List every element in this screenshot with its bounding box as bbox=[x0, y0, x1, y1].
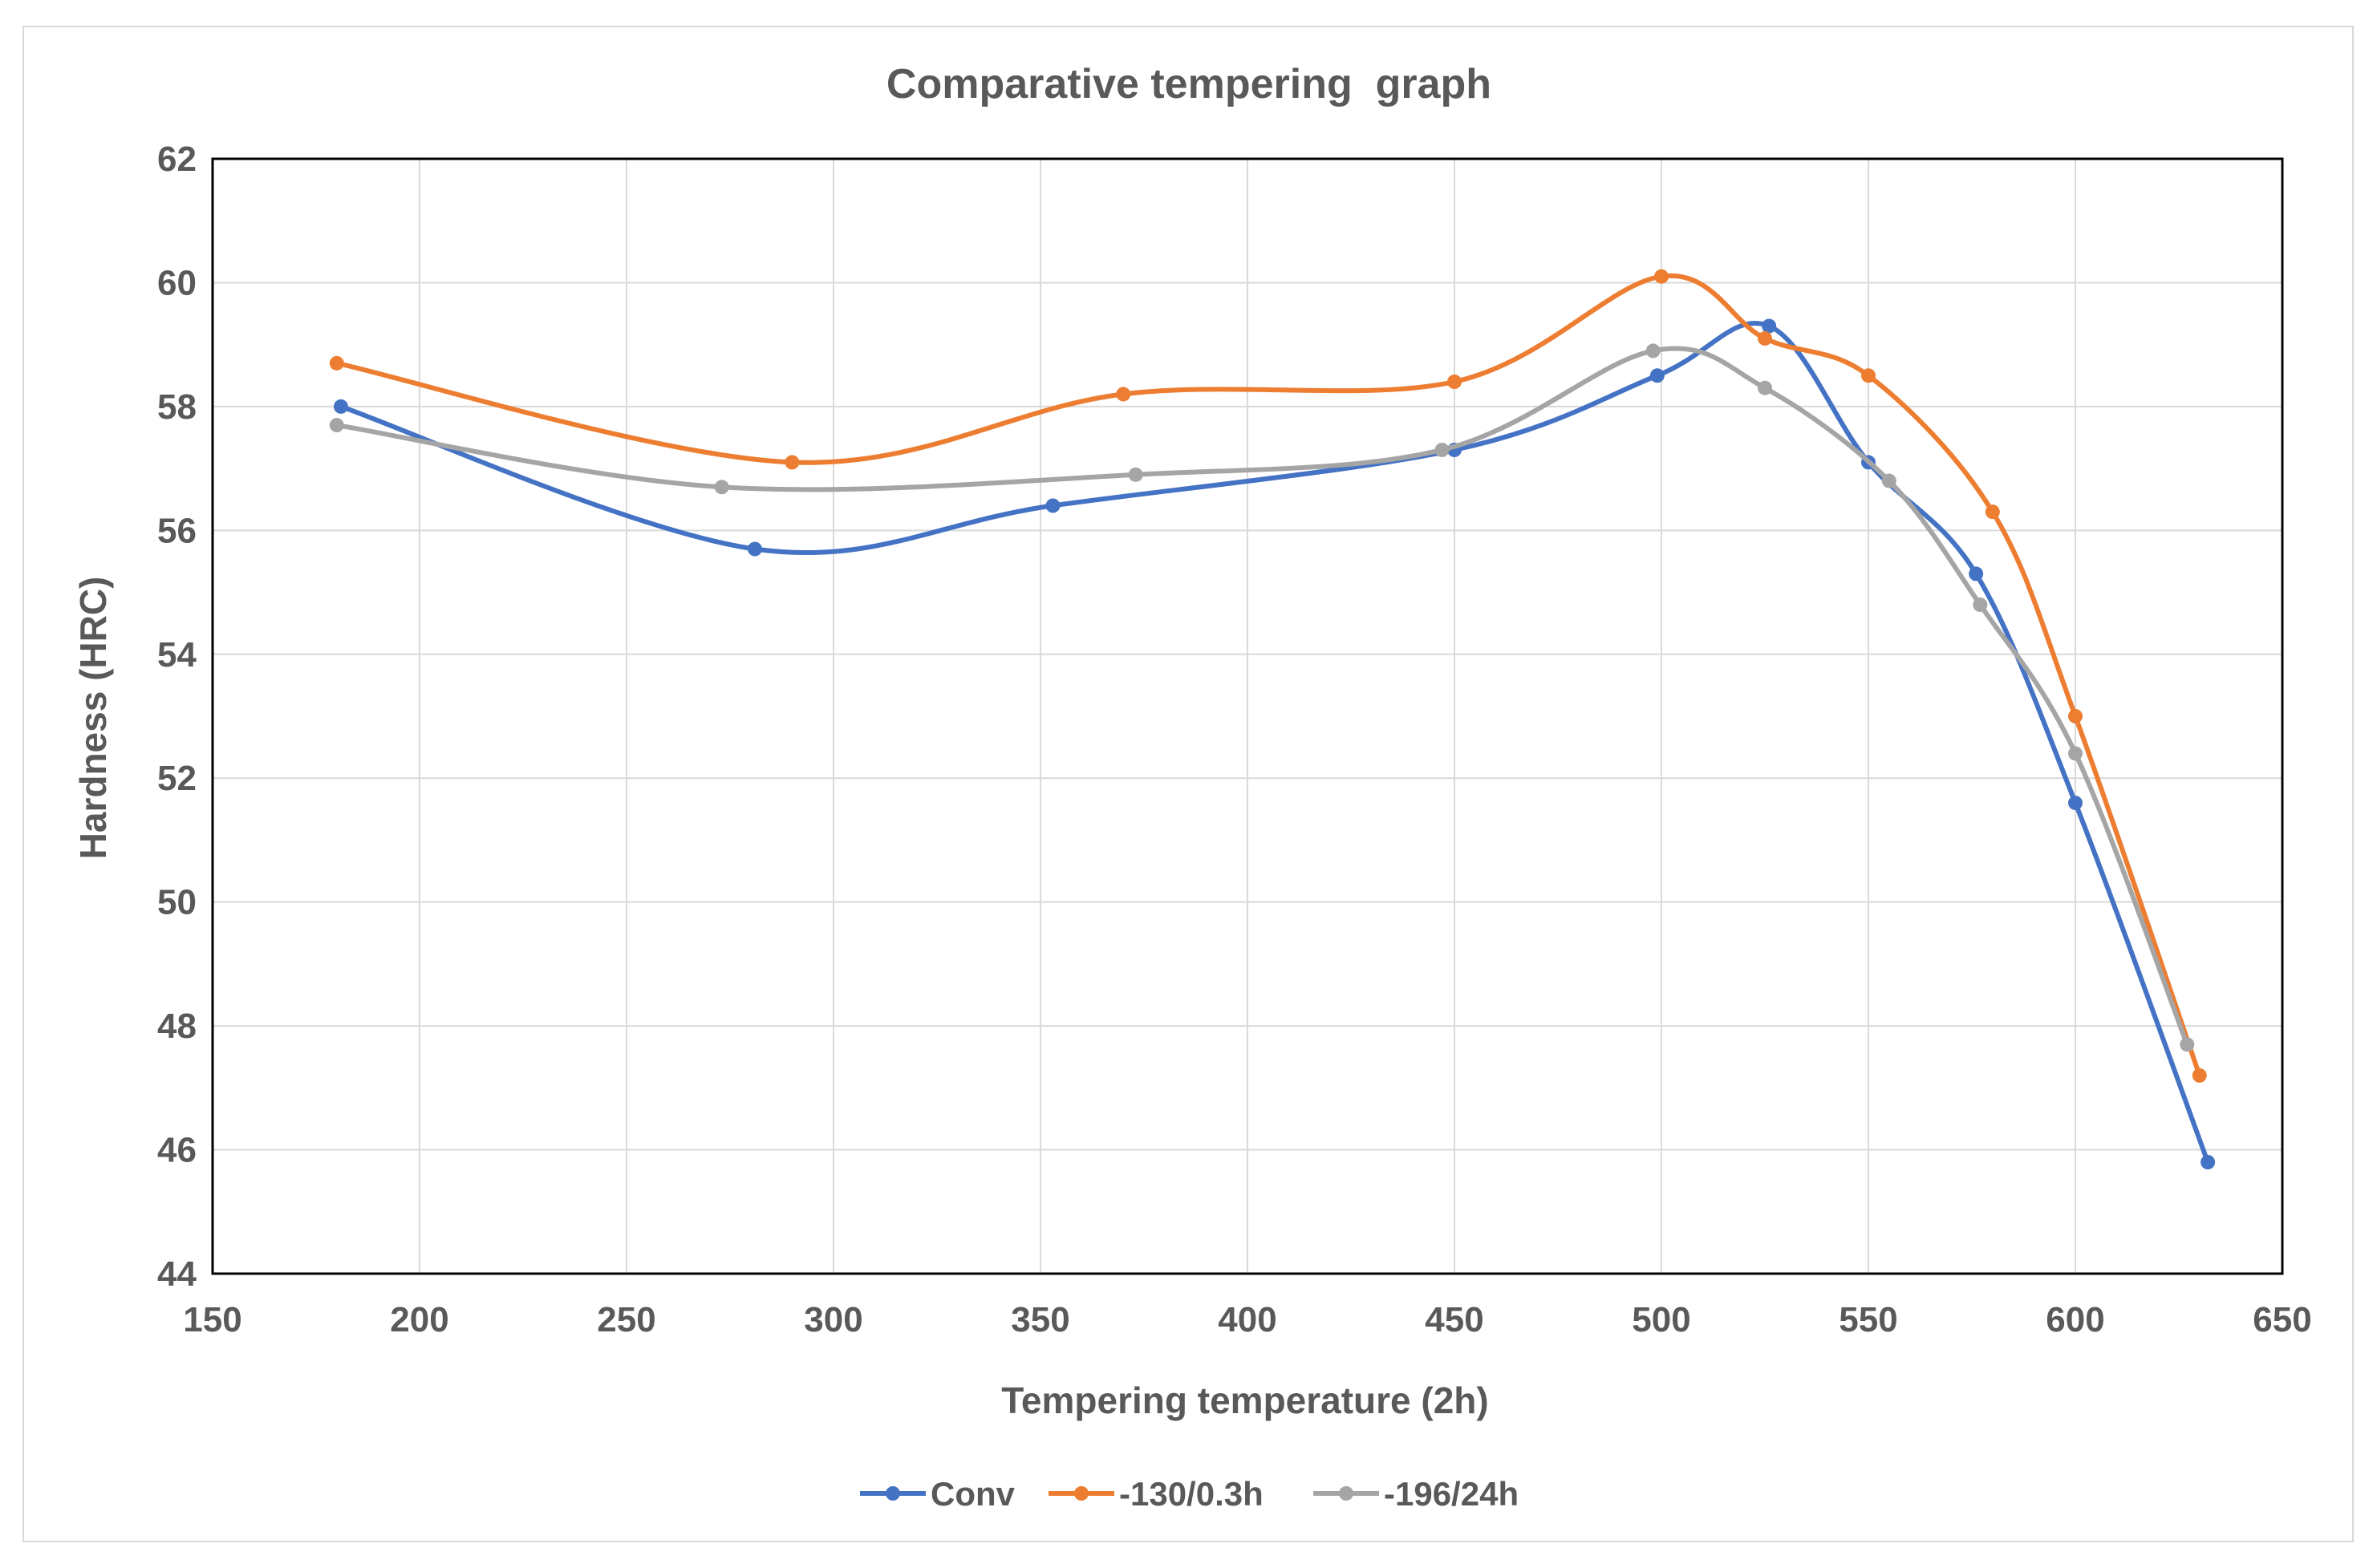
series-line-130-0-3h bbox=[334, 273, 2202, 1078]
data-point bbox=[2068, 796, 2083, 811]
plot-area bbox=[211, 157, 2284, 1275]
data-point bbox=[1645, 343, 1661, 359]
data-point bbox=[1116, 387, 1131, 402]
y-tick-labels: 44 46 48 50 52 54 56 58 60 62 bbox=[157, 140, 197, 1294]
x-axis-title: Tempering temperature (2h) bbox=[1001, 1380, 1488, 1421]
x-tick-label: 500 bbox=[1632, 1300, 1690, 1339]
data-point bbox=[1758, 330, 1772, 346]
chart-frame bbox=[22, 26, 2354, 1542]
series-130-0-3h bbox=[329, 269, 2207, 1083]
x-tick-label: 300 bbox=[804, 1300, 862, 1339]
y-axis-title: Hardness (HRC) bbox=[72, 577, 114, 860]
data-point bbox=[2180, 1037, 2195, 1052]
y-tick-label: 48 bbox=[157, 1007, 197, 1046]
data-point bbox=[1654, 269, 1669, 284]
x-tick-label: 450 bbox=[1425, 1300, 1483, 1339]
data-point bbox=[2201, 1155, 2216, 1169]
data-point bbox=[1758, 380, 1772, 395]
series-line-196-24h bbox=[334, 346, 2190, 1047]
legend-item-conv[interactable]: Conv bbox=[860, 1475, 1016, 1513]
data-point bbox=[329, 355, 344, 371]
x-tick-label: 250 bbox=[597, 1300, 655, 1339]
y-tick-label: 54 bbox=[157, 635, 197, 675]
data-point bbox=[1447, 375, 1462, 389]
legend-label: -130/0.3h bbox=[1119, 1475, 1264, 1513]
legend-item-130-0-3h[interactable]: -130/0.3h bbox=[1049, 1475, 1264, 1513]
data-point bbox=[1985, 504, 2000, 520]
legend-label: Conv bbox=[931, 1475, 1016, 1513]
gridlines bbox=[212, 158, 2283, 1274]
series-conv bbox=[333, 318, 2216, 1169]
data-point bbox=[2068, 746, 2083, 761]
legend-item-196-24h[interactable]: -196/24h bbox=[1313, 1475, 1519, 1513]
y-tick-label: 46 bbox=[157, 1131, 197, 1170]
y-tick-label: 52 bbox=[157, 759, 197, 798]
data-point bbox=[1045, 498, 1061, 513]
legend-marker-icon bbox=[1074, 1486, 1089, 1501]
x-tick-label: 550 bbox=[1839, 1300, 1897, 1339]
y-tick-label: 56 bbox=[157, 511, 197, 550]
x-tick-label: 600 bbox=[2046, 1300, 2104, 1339]
series-196-24h bbox=[329, 343, 2195, 1052]
data-point bbox=[1973, 598, 1988, 612]
y-tick-label: 58 bbox=[157, 387, 197, 427]
x-tick-label: 650 bbox=[2253, 1300, 2311, 1339]
legend[interactable]: Conv -130/0.3h -196/24h bbox=[860, 1475, 1519, 1513]
y-tick-label: 44 bbox=[157, 1254, 197, 1294]
x-tick-label: 200 bbox=[390, 1300, 448, 1339]
y-tick-label: 62 bbox=[157, 140, 197, 179]
x-tick-label: 350 bbox=[1011, 1300, 1069, 1339]
y-tick-label: 50 bbox=[157, 883, 197, 922]
data-point bbox=[1762, 318, 1777, 334]
data-point bbox=[329, 418, 344, 433]
x-tick-labels: 150 200 250 300 350 400 450 500 550 600 650 bbox=[183, 1300, 2311, 1339]
legend-marker-icon bbox=[886, 1486, 900, 1501]
x-tick-label: 400 bbox=[1218, 1300, 1276, 1339]
data-point bbox=[1861, 368, 1876, 383]
y-tick-label: 60 bbox=[157, 263, 197, 302]
data-point bbox=[1649, 368, 1665, 383]
series-layer bbox=[329, 269, 2216, 1169]
legend-label: -196/24h bbox=[1384, 1475, 1519, 1513]
data-point bbox=[1128, 467, 1143, 482]
x-tick-label: 150 bbox=[183, 1300, 241, 1339]
legend-marker-icon bbox=[1339, 1486, 1353, 1501]
data-point bbox=[1434, 442, 1450, 457]
data-point bbox=[714, 480, 729, 495]
chart-title: Comparative tempering graph bbox=[886, 61, 1491, 107]
data-point bbox=[747, 541, 762, 557]
data-point bbox=[2192, 1068, 2207, 1083]
series-line-conv bbox=[339, 320, 2211, 1165]
data-point bbox=[333, 399, 348, 414]
data-point bbox=[1881, 473, 1896, 488]
data-point bbox=[2068, 709, 2083, 723]
data-point bbox=[1969, 566, 1984, 581]
data-point bbox=[785, 455, 800, 470]
